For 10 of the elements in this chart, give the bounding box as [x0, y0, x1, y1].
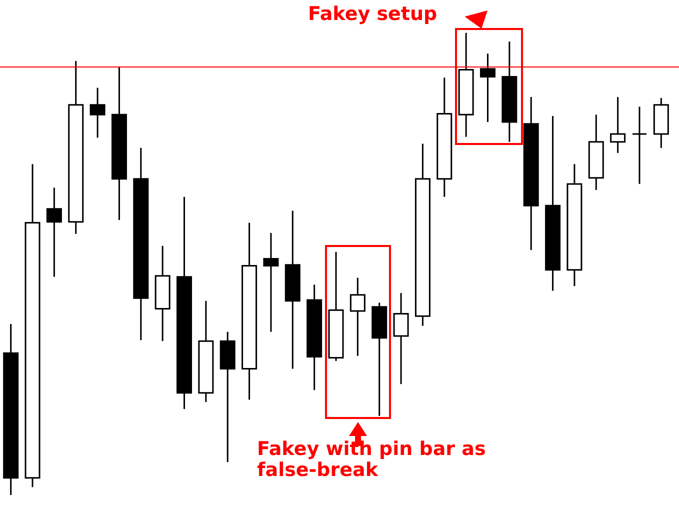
candlestick: [90, 87, 106, 138]
candlestick: [480, 52, 496, 123]
candlestick: [632, 106, 648, 185]
candlestick: [46, 186, 62, 278]
annotation: Fakey with pin bar as false-break: [257, 438, 487, 481]
candlestick: [393, 292, 409, 385]
candlestick: [263, 232, 279, 333]
text: Fakey setup: [308, 3, 438, 25]
candlestick: [350, 277, 366, 357]
candlestick: [610, 96, 626, 154]
